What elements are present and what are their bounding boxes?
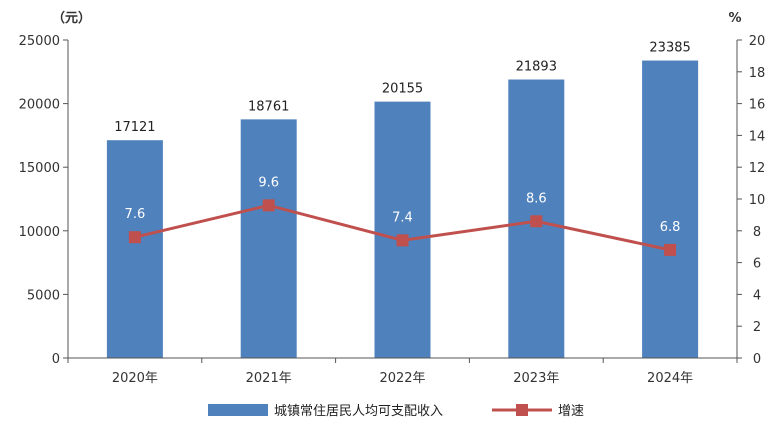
right-axis-unit: %: [728, 11, 741, 26]
growth-rate-label: 8.6: [526, 191, 547, 206]
left-axis-tick-label: 0: [52, 352, 60, 367]
growth-rate-labels: 7.6 9.6 7.4 8.6 6.8: [125, 175, 681, 235]
left-axis: 0 5000 10000 15000 20000 25000: [19, 34, 68, 367]
income-bar-label: 23385: [649, 41, 690, 56]
right-axis-tick-label: 10: [749, 193, 766, 208]
income-bar: [374, 101, 431, 358]
growth-rate-label: 6.8: [660, 220, 681, 235]
growth-rate-label: 7.4: [392, 210, 413, 225]
right-axis-tick-label: 8: [753, 225, 761, 240]
right-axis-tick-label: 6: [753, 257, 761, 272]
growth-point: [664, 243, 677, 256]
income-bar-labels: 17121 18761 20155 21893 23385: [114, 41, 691, 136]
legend: 城镇常住居民人均可支配收入 增速: [208, 404, 584, 419]
x-axis-tick-label: 2023年: [513, 371, 559, 386]
growth-point: [128, 231, 141, 244]
left-axis-tick-label: 5000: [27, 288, 60, 303]
x-axis-tick-label: 2024年: [647, 371, 693, 386]
legend-line-label: 增速: [558, 404, 584, 419]
right-axis-tick-label: 12: [749, 161, 766, 176]
x-axis-tick-label: 2020年: [112, 371, 158, 386]
income-bar-label: 17121: [114, 120, 155, 135]
right-axis-tick-label: 14: [749, 129, 766, 144]
legend-line-marker: [516, 404, 528, 416]
right-axis-tick-label: 18: [749, 66, 766, 81]
left-axis-tick-label: 15000: [19, 161, 60, 176]
income-bar-label: 18761: [248, 99, 289, 114]
growth-point: [396, 234, 409, 247]
x-axis-tick-label: 2021年: [246, 371, 292, 386]
growth-line-series: [128, 199, 677, 256]
income-bar-label: 21893: [516, 60, 557, 75]
right-axis-tick-label: 2: [753, 320, 761, 335]
x-axis-tick-label: 2022年: [379, 371, 425, 386]
income-bar: [106, 140, 163, 358]
growth-rate-label: 9.6: [258, 175, 279, 190]
right-axis-tick-label: 20: [749, 34, 766, 49]
income-bar-label: 20155: [382, 82, 423, 97]
growth-rate-label: 7.6: [125, 207, 146, 222]
right-axis: 0 2 4 6 8 10 12 14 16 18 20: [737, 34, 765, 367]
legend-bar-label: 城镇常住居民人均可支配收入: [274, 404, 443, 419]
left-axis-tick-label: 10000: [19, 225, 60, 240]
legend-bar-swatch: [208, 404, 268, 416]
left-axis-tick-label: 25000: [19, 34, 60, 49]
income-bar: [642, 60, 699, 359]
growth-point: [262, 199, 275, 212]
right-axis-tick-label: 4: [753, 288, 761, 303]
x-axis-labels: 2020年 2021年 2022年 2023年 2024年: [67, 358, 738, 386]
income-bar: [240, 119, 297, 358]
growth-point: [530, 215, 543, 228]
left-axis-unit: （元）: [52, 10, 91, 26]
right-axis-tick-label: 16: [749, 98, 766, 113]
left-axis-tick-label: 20000: [19, 98, 60, 113]
income-bars: [106, 60, 699, 359]
right-axis-tick-label: 0: [753, 352, 761, 367]
